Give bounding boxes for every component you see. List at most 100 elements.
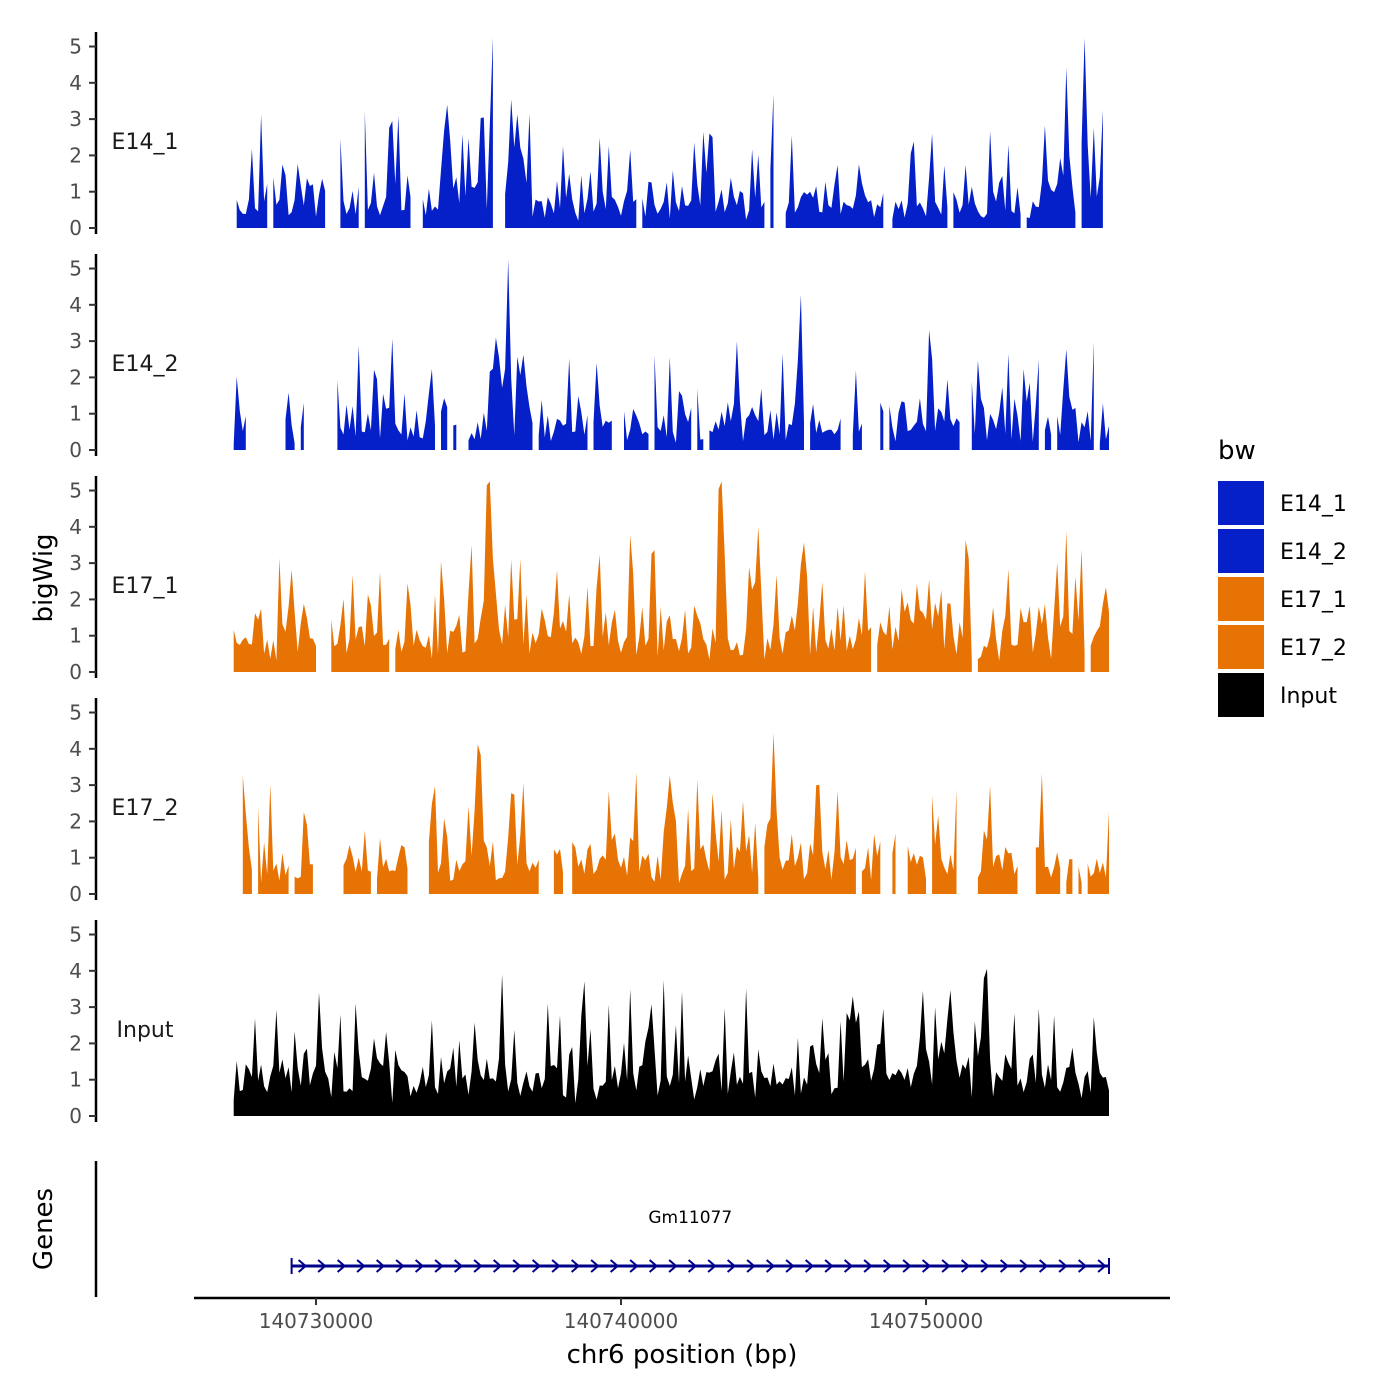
x-ticks: 140730000 140740000 140750000 <box>259 1298 984 1333</box>
track-label: E14_2 <box>112 352 179 377</box>
y-tick-label: 1 <box>69 846 82 870</box>
x-tick-label: 140740000 <box>564 1309 679 1333</box>
track-label: E17_2 <box>112 796 179 821</box>
strand-arrow-icon <box>843 1259 854 1273</box>
y-tick-label: 2 <box>69 143 82 167</box>
y-tick-label: 3 <box>69 329 82 353</box>
gene-name-label: Gm11077 <box>648 1208 732 1228</box>
track-label: Input <box>117 1018 174 1043</box>
strand-arrow-icon <box>726 1259 737 1273</box>
strand-arrow-icon <box>395 1259 405 1273</box>
y-tick-label: 4 <box>69 959 82 983</box>
legend-label: E17_2 <box>1280 636 1347 661</box>
strand-arrow-icon <box>570 1259 581 1273</box>
y-tick-label: 0 <box>69 438 82 462</box>
strand-arrow-icon <box>804 1259 815 1273</box>
signal-area-e17-2 <box>233 733 1109 894</box>
gene-model <box>290 1258 1110 1274</box>
strand-arrow-icon <box>902 1259 912 1273</box>
track-input: 0 1 2 3 4 5 Input <box>69 920 1109 1128</box>
y-tick-label: 3 <box>69 773 82 797</box>
legend-label: E14_1 <box>1280 492 1347 517</box>
y-tick-label: 4 <box>69 515 82 539</box>
strand-arrow-icon <box>434 1259 444 1273</box>
legend-swatch <box>1218 673 1264 717</box>
y-tick-label: 5 <box>69 35 82 59</box>
x-tick-label: 140730000 <box>259 1309 374 1333</box>
strand-arrow-icon <box>687 1259 698 1273</box>
track-e14-2: 0 1 2 3 4 5 E14_2 <box>69 254 1109 462</box>
track-e17-2: 0 1 2 3 4 5 E17_2 <box>69 698 1109 906</box>
y-tick-label: 2 <box>69 809 82 833</box>
track-label: E14_1 <box>112 130 179 155</box>
strand-arrow-icon <box>707 1259 717 1273</box>
y-axis-title: bigWig <box>29 533 59 622</box>
y-tick-label: 5 <box>69 257 82 281</box>
strand-arrow-icon <box>453 1259 464 1273</box>
legend-label: E14_2 <box>1280 540 1347 565</box>
strand-arrow-icon <box>668 1259 678 1273</box>
strand-arrow-icon <box>336 1259 347 1273</box>
strand-arrow-icon <box>297 1259 308 1273</box>
strand-arrow-icon <box>590 1259 600 1273</box>
track-e14-1: 0 1 2 3 4 5 E14_1 <box>69 32 1109 240</box>
genes-panel: Genes Gm11077 <box>29 1161 1110 1297</box>
legend-entry: E14_2 <box>1218 529 1347 573</box>
genes-axis-title: Genes <box>29 1188 59 1270</box>
legend-entry: E17_1 <box>1218 577 1347 621</box>
strand-arrow-icon <box>414 1259 425 1273</box>
strand-arrow-icon <box>609 1259 620 1273</box>
y-tick-label: 3 <box>69 107 82 131</box>
signal-tracks: 0 1 2 3 4 5 E14_1 0 1 2 3 4 5 E14_2 0 1 2 3 4 5 E17_1 0 1 2 3 4 5 E… <box>69 32 1109 1128</box>
y-tick-label: 5 <box>69 701 82 725</box>
x-axis: 140730000 140740000 140750000 chr6 positio… <box>194 1296 1170 1370</box>
y-tick-label: 2 <box>69 1031 82 1055</box>
legend-label: E17_1 <box>1280 588 1347 613</box>
legend-swatch <box>1218 577 1264 621</box>
strand-arrow-icon <box>882 1259 893 1273</box>
strand-arrow-icon <box>629 1259 639 1273</box>
strand-arrow-icon <box>921 1259 932 1273</box>
strand-arrow-icon <box>1038 1259 1049 1273</box>
strand-arrow-icon <box>1019 1259 1029 1273</box>
y-tick-label: 0 <box>69 1104 82 1128</box>
strand-arrow-icon <box>551 1259 561 1273</box>
y-tick-label: 2 <box>69 587 82 611</box>
strand-arrow-icon <box>1077 1259 1088 1273</box>
signal-area-e17-1 <box>233 481 1109 672</box>
legend-entry: Input <box>1218 673 1337 717</box>
strand-arrow-icon <box>746 1259 756 1273</box>
y-tick-label: 3 <box>69 551 82 575</box>
legend-entries: E14_1 E14_2 E17_1 E17_2 Input <box>1218 481 1347 717</box>
strand-arrow-icon <box>941 1259 951 1273</box>
y-tick-label: 0 <box>69 216 82 240</box>
strand-arrow-icon <box>999 1259 1010 1273</box>
x-tick-label: 140750000 <box>869 1309 984 1333</box>
strand-arrow-icon <box>824 1259 834 1273</box>
strand-arrow-icon <box>356 1259 366 1273</box>
strand-arrow-icon <box>960 1259 971 1273</box>
strand-arrow-icon <box>1058 1259 1068 1273</box>
strand-arrow-icon <box>492 1259 503 1273</box>
y-tick-label: 0 <box>69 660 82 684</box>
strand-arrow-icon <box>473 1259 483 1273</box>
signal-area-e14-1 <box>236 37 1109 229</box>
y-tick-label: 5 <box>69 923 82 947</box>
y-tick-label: 3 <box>69 995 82 1019</box>
strand-arrow-icon <box>317 1259 327 1273</box>
y-tick-label: 2 <box>69 365 82 389</box>
strand-arrow-icon <box>648 1259 659 1273</box>
legend-entry: E17_2 <box>1218 625 1347 669</box>
x-axis-title: chr6 position (bp) <box>567 1340 798 1370</box>
y-tick-label: 1 <box>69 180 82 204</box>
legend-swatch <box>1218 529 1264 573</box>
strand-arrow-icon <box>375 1259 386 1273</box>
signal-area-e14-2 <box>233 259 1109 450</box>
legend-swatch <box>1218 481 1264 525</box>
strand-arrow-icon <box>765 1259 776 1273</box>
y-tick-label: 1 <box>69 1068 82 1092</box>
legend: bw E14_1 E14_2 E17_1 E17_2 Input <box>1218 436 1347 717</box>
legend-title: bw <box>1218 436 1256 466</box>
strand-arrow-icon <box>863 1259 873 1273</box>
